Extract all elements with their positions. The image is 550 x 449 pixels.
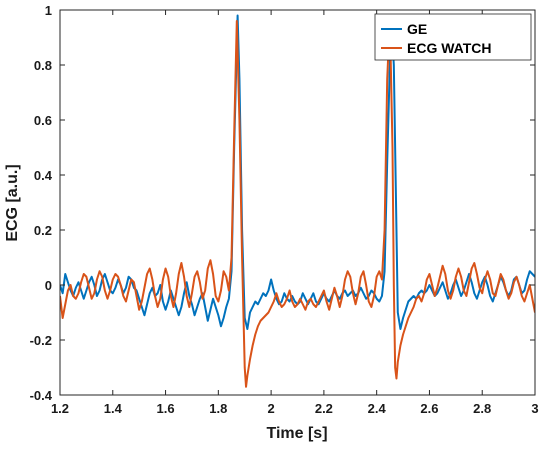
y-tick-label: 0.8 xyxy=(34,58,52,73)
x-tick-label: 2 xyxy=(267,401,274,416)
legend-box xyxy=(374,13,532,61)
y-tick-label: 1 xyxy=(45,3,52,18)
y-tick-label: 0 xyxy=(45,278,52,293)
x-tick-label: 1.4 xyxy=(104,401,123,416)
x-tick-label: 1.8 xyxy=(209,401,227,416)
tick-layer: 1.2 1.4 1.6 1.8 2 2.2 2.4 2.6 2.8 3 -0.4 -0.2 0 0.2 0.… xyxy=(30,3,539,416)
x-axis-label: Time [s] xyxy=(266,425,327,442)
legend-ecg-watch-label: ECG WATCH xyxy=(407,40,492,56)
y-tick-label: -0.4 xyxy=(30,388,53,403)
x-tick-label: 1.2 xyxy=(51,401,69,416)
x-tick-label: 2.2 xyxy=(315,401,333,416)
x-tick-label: 2.6 xyxy=(420,401,438,416)
x-tick-label: 1.6 xyxy=(157,401,175,416)
y-axis-label: ECG [a.u.] xyxy=(4,164,21,241)
y-tick-label: 0.4 xyxy=(34,168,53,183)
plot-frame xyxy=(59,9,536,396)
series-layer xyxy=(60,14,535,388)
series-line-ecg-watch xyxy=(60,17,535,388)
x-tick-label: 2.4 xyxy=(368,401,387,416)
x-tick-label: 3 xyxy=(531,401,538,416)
legend: GE ECG WATCH xyxy=(374,13,532,61)
y-tick-label: 0.6 xyxy=(34,113,52,128)
x-tick-label: 2.8 xyxy=(473,401,491,416)
legend-ge-label: GE xyxy=(407,21,427,37)
y-tick-label: -0.2 xyxy=(30,333,52,348)
y-tick-label: 0.2 xyxy=(34,223,52,238)
